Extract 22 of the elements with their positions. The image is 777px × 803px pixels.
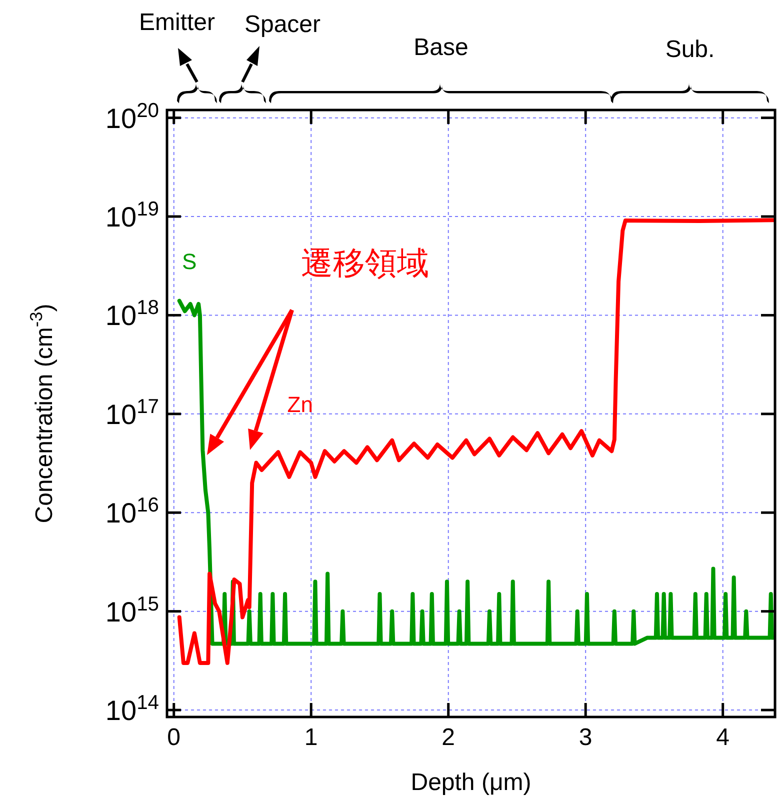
text: Sub.: [665, 36, 715, 63]
y-tick-label: 10$^{16}$: [105, 494, 159, 529]
text: Emitter: [138, 9, 216, 36]
x-tick-label: 1: [304, 724, 318, 751]
x-tick-label: 3: [578, 724, 592, 751]
text: Spacer: [244, 11, 321, 38]
x-tick-label: 2: [442, 724, 456, 751]
series-label: Zn: [287, 392, 313, 418]
y-tick-label: 10$^{17}$: [105, 396, 159, 430]
series-label: S: [182, 248, 197, 274]
y-tick-label: 10$^{14}$: [105, 692, 159, 726]
annotation: 遷移領域: [301, 244, 429, 282]
y-tick-label: 10$^{18}$: [105, 297, 159, 332]
line-series: [177, 218, 776, 665]
y-tick-label: 10$^{19}$: [105, 198, 159, 233]
y-tick-label: 10$^{15}$: [105, 593, 159, 628]
x-tick-label: 0: [167, 724, 181, 751]
line-series: [177, 298, 776, 646]
text: Base: [414, 34, 468, 61]
x-axis-title: Depth (μm): [410, 769, 532, 796]
x-tick-label: 4: [716, 724, 730, 751]
y-tick-label: 10$^{20}$: [105, 100, 159, 134]
